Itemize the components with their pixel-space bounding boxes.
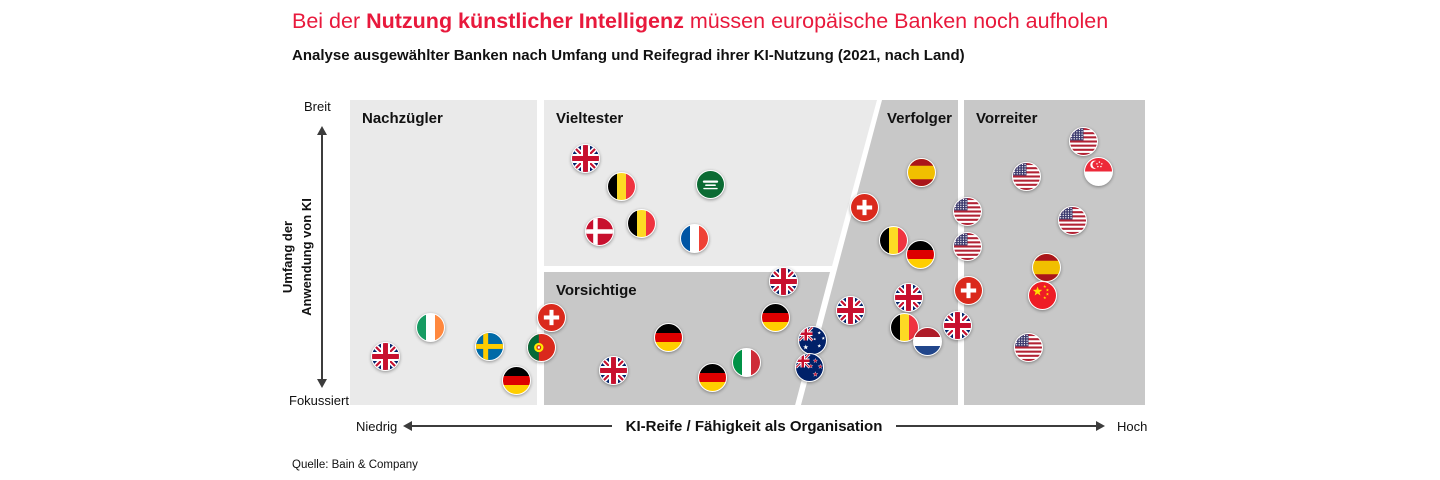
title-suffix: müssen europäische Banken noch aufholen bbox=[683, 9, 1109, 33]
x-axis-max-label: Hoch bbox=[1117, 419, 1148, 434]
region-nachzuegler: Nachzügler bbox=[350, 100, 537, 405]
arrow-up-icon bbox=[317, 126, 327, 135]
y-axis-title: Umfang der Anwendung von KI bbox=[279, 198, 317, 316]
y-axis-title-line2: Anwendung von KI bbox=[299, 198, 314, 316]
x-axis-arrow: KI-Reife / Fähigkeit als Organisation bbox=[403, 417, 1106, 435]
region-label-verfolger: Verfolger bbox=[887, 110, 953, 127]
y-axis-title-line1: Umfang der bbox=[280, 220, 296, 294]
region-label-vieltester: Vieltester bbox=[556, 110, 624, 127]
source-note: Quelle: Bain & Company bbox=[292, 459, 418, 471]
title-highlight: Nutzung künstlicher Intelligenz bbox=[366, 9, 684, 33]
x-axis-min-label: Niedrig bbox=[356, 419, 398, 434]
x-axis-title: KI-Reife / Fähigkeit als Organisation bbox=[625, 417, 883, 435]
arrow-right-icon bbox=[1096, 421, 1106, 431]
region-label-vorsichtige: Vorsichtige bbox=[556, 282, 637, 299]
region-label-vorreiter: Vorreiter bbox=[976, 110, 1038, 127]
chart-title: Bei der Nutzung künstlicher Intelligenz … bbox=[292, 8, 1108, 35]
y-axis-min-label: Fokussiert bbox=[289, 393, 349, 408]
title-prefix: Bei der bbox=[292, 9, 367, 33]
region-vieltester: Vieltester bbox=[544, 100, 877, 266]
region-vorsichtige: Vorsichtige bbox=[544, 272, 830, 405]
region-label-nachzuegler: Nachzügler bbox=[362, 110, 443, 127]
y-axis-max-label: Breit bbox=[304, 99, 331, 114]
chart-subtitle: Analyse ausgewählter Banken nach Umfang … bbox=[292, 47, 965, 64]
region-vorreiter: Vorreiter bbox=[964, 100, 1145, 405]
arrow-left-icon bbox=[403, 421, 412, 431]
arrow-down-icon bbox=[317, 379, 327, 388]
y-axis-arrow bbox=[316, 126, 328, 388]
